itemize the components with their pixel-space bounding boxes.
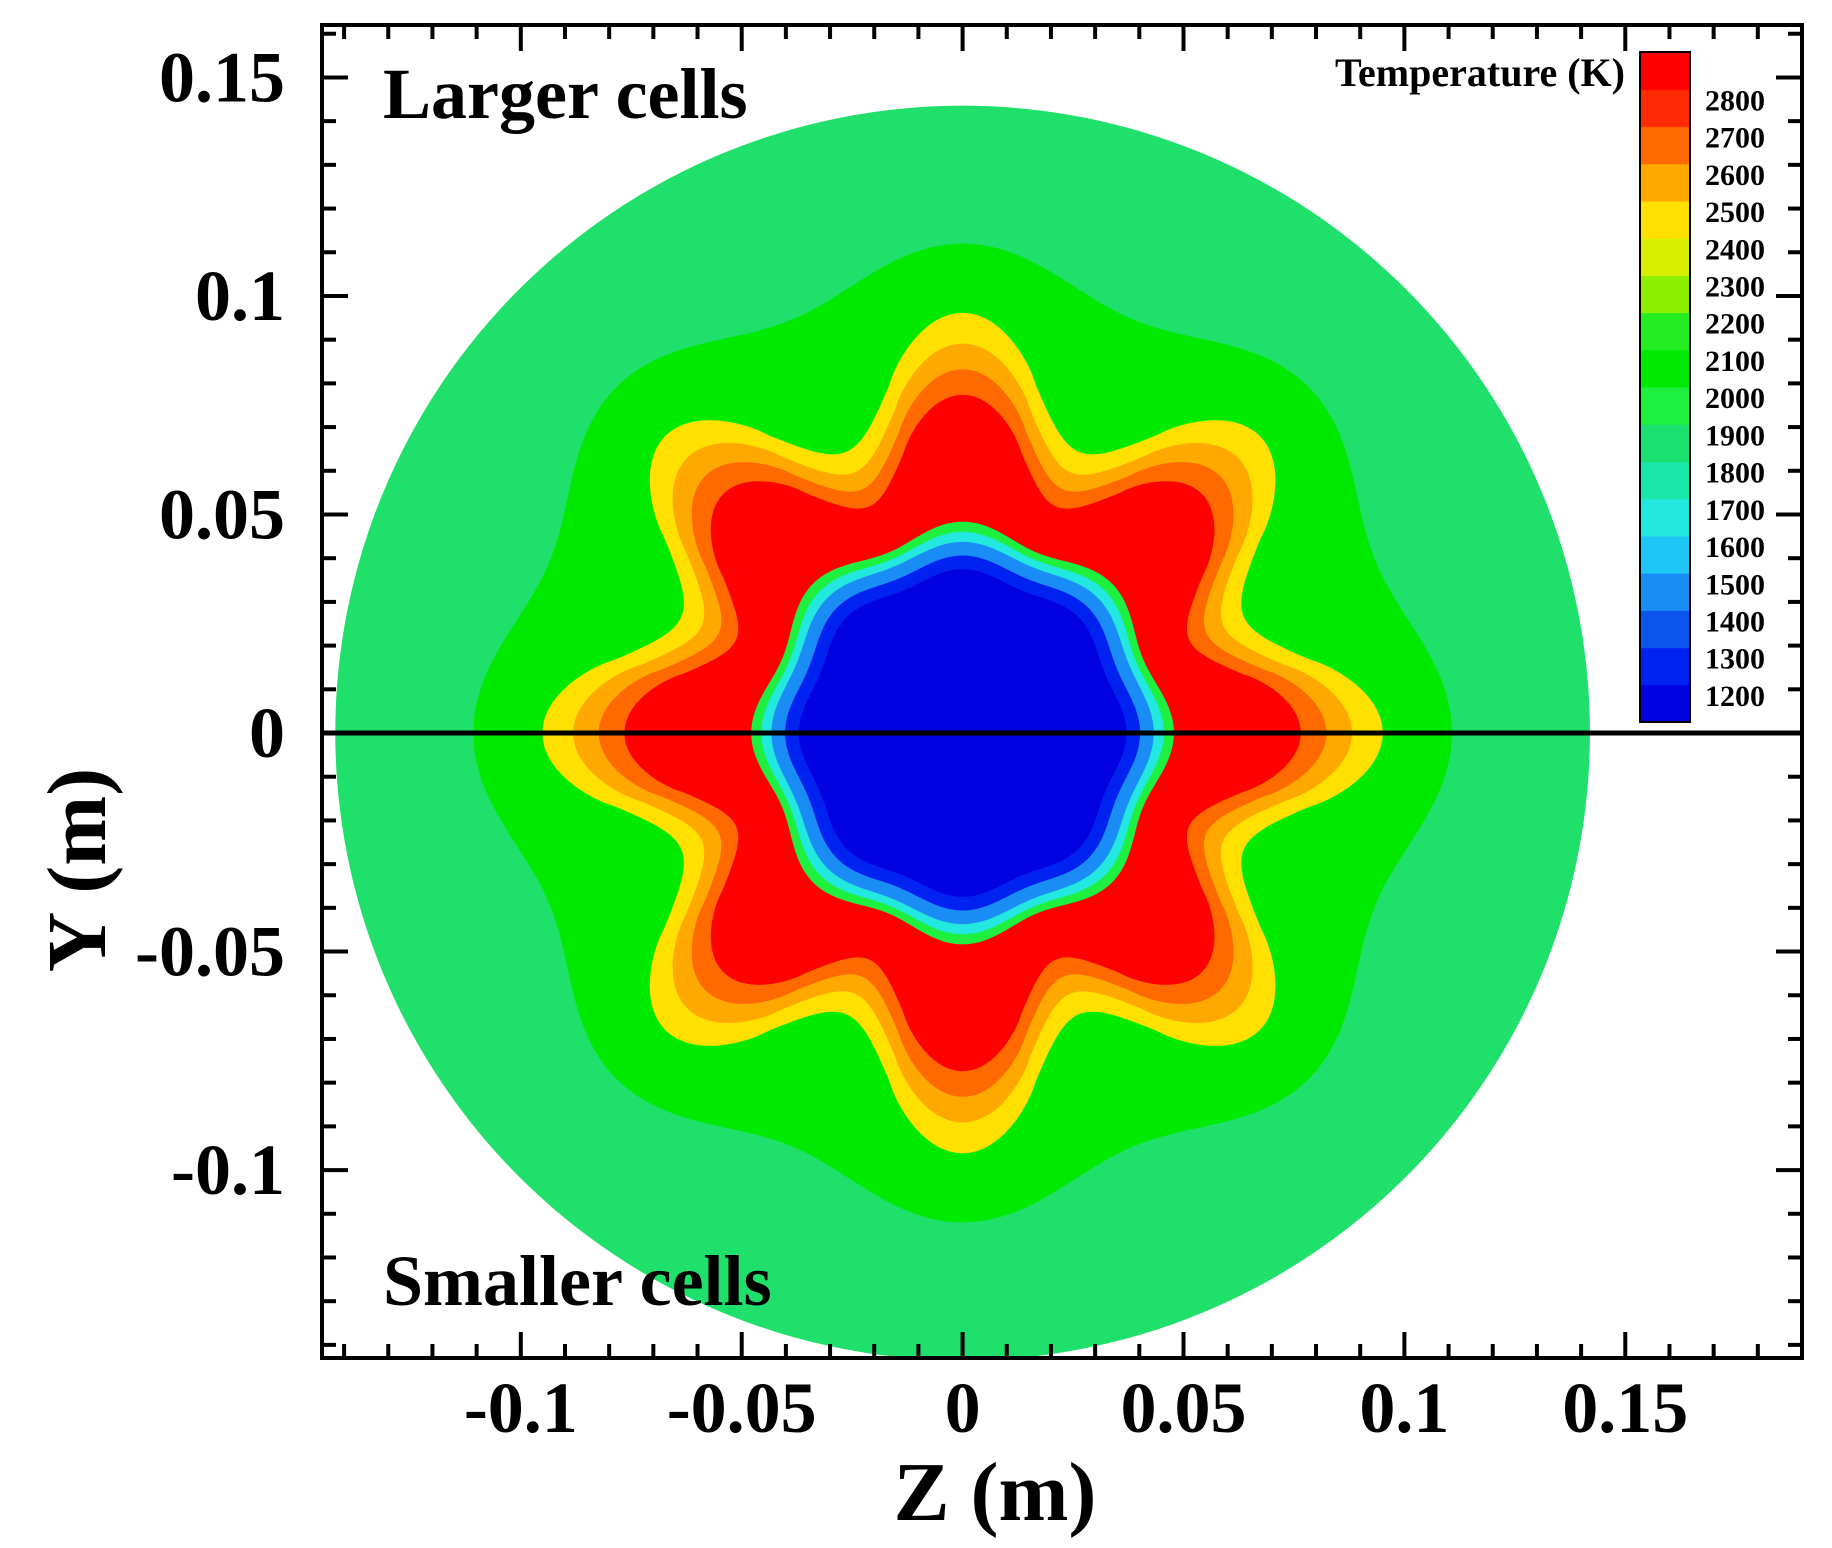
colorbar-swatch [1640, 163, 1690, 202]
colorbar-swatch [1640, 312, 1690, 351]
colorbar-label: 2300 [1705, 271, 1765, 304]
colorbar-label: 2600 [1705, 159, 1765, 192]
colorbar-swatch [1640, 349, 1690, 388]
y-tick-label: 0.05 [159, 474, 285, 554]
colorbar-swatch [1640, 424, 1690, 463]
colorbar-label: 1400 [1705, 606, 1765, 639]
colorbar-label: 2000 [1705, 382, 1765, 415]
plot-frame [320, 23, 1804, 1360]
colorbar-label: 1600 [1705, 531, 1765, 564]
y-axis-label: Y (m) [31, 768, 124, 972]
colorbar-label: 2100 [1705, 345, 1765, 378]
x-tick-label: 0 [945, 1368, 981, 1448]
y-tick-labels: -0.1 -0.05 0 0.05 0.1 0.15 [135, 37, 285, 1210]
x-tick-labels: -0.1 -0.05 0 0.05 0.1 0.15 [464, 1368, 1688, 1448]
colorbar-swatch [1640, 498, 1690, 537]
colorbar-title: Temperature (K) [1335, 50, 1625, 95]
colorbar-swatch [1640, 387, 1690, 425]
y-tick-label: 0 [249, 693, 285, 773]
annotation-larger-cells: Larger cells [383, 54, 748, 134]
y-tick-label: 0.1 [195, 256, 285, 336]
colorbar-label: 2700 [1705, 122, 1765, 155]
colorbar-swatch [1640, 647, 1690, 686]
colorbar-label: 1300 [1705, 643, 1765, 676]
colorbar-label: 1900 [1705, 419, 1765, 452]
colorbar-swatch [1640, 535, 1690, 574]
x-tick-label: 0.05 [1120, 1368, 1246, 1448]
colorbar-swatch [1640, 461, 1690, 500]
colorbar-swatches [1639, 51, 1691, 723]
colorbar-swatch [1640, 275, 1690, 314]
y-tick-label: -0.05 [135, 912, 285, 992]
colorbar-label: 1500 [1705, 568, 1765, 601]
x-tick-label: -0.05 [667, 1368, 817, 1448]
colorbar-labels: 1200 1300 1400 1500 1600 1700 1800 1900 2000 2100… [1705, 84, 1765, 713]
colorbar-swatch [1640, 684, 1690, 723]
colorbar-swatch [1640, 610, 1690, 649]
colorbar: Temperature (K) 1200 1300 1400 1500 1600 1700… [1335, 50, 1765, 723]
colorbar-swatch [1640, 126, 1690, 165]
x-tick-label: 0.1 [1359, 1368, 1449, 1448]
colorbar-label: 1800 [1705, 457, 1765, 490]
colorbar-swatch [1640, 52, 1690, 90]
y-tick-label: -0.1 [171, 1130, 285, 1210]
colorbar-label: 1700 [1705, 494, 1765, 527]
colorbar-swatch [1640, 89, 1690, 128]
x-tick-label: 0.15 [1562, 1368, 1688, 1448]
x-axis-label: Z (m) [894, 1446, 1097, 1539]
y-tick-label: 0.15 [159, 37, 285, 117]
colorbar-label: 2200 [1705, 308, 1765, 341]
colorbar-swatch [1640, 200, 1690, 239]
colorbar-label: 2800 [1705, 84, 1765, 117]
axis-ticks [322, 25, 1804, 1358]
x-tick-label: -0.1 [464, 1368, 578, 1448]
colorbar-label: 1200 [1705, 680, 1765, 713]
colorbar-swatch [1640, 238, 1690, 276]
colorbar-frame [1639, 51, 1691, 723]
colorbar-swatch [1640, 573, 1690, 611]
colorbar-label: 2500 [1705, 196, 1765, 229]
colorbar-label: 2400 [1705, 233, 1765, 266]
annotation-smaller-cells: Smaller cells [383, 1241, 772, 1321]
